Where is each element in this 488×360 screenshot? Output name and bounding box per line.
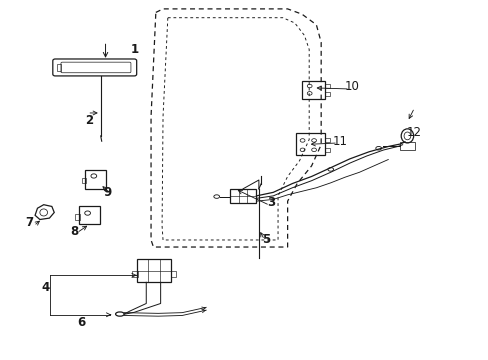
Text: 3: 3 xyxy=(266,197,274,210)
Text: 9: 9 xyxy=(103,186,112,199)
Text: 8: 8 xyxy=(70,225,79,238)
Text: 1: 1 xyxy=(130,43,138,56)
Text: 4: 4 xyxy=(41,281,50,294)
Bar xyxy=(325,148,329,152)
Bar xyxy=(325,138,329,142)
Bar xyxy=(325,84,329,88)
Text: 10: 10 xyxy=(344,80,359,93)
Text: 2: 2 xyxy=(84,113,93,126)
Bar xyxy=(85,171,106,189)
Bar xyxy=(230,189,256,203)
Text: 12: 12 xyxy=(407,126,421,139)
Bar xyxy=(57,64,61,71)
Bar xyxy=(296,134,325,155)
Bar xyxy=(81,178,86,183)
Bar xyxy=(325,92,329,96)
Bar xyxy=(399,142,414,150)
Bar xyxy=(302,81,325,99)
Text: 6: 6 xyxy=(77,316,85,329)
Text: 7: 7 xyxy=(25,216,33,229)
Bar xyxy=(79,206,100,224)
Bar xyxy=(132,271,137,277)
Text: 5: 5 xyxy=(262,234,270,247)
Text: 11: 11 xyxy=(332,135,347,148)
Bar xyxy=(137,259,171,282)
Bar xyxy=(171,271,176,277)
Bar xyxy=(75,214,80,220)
